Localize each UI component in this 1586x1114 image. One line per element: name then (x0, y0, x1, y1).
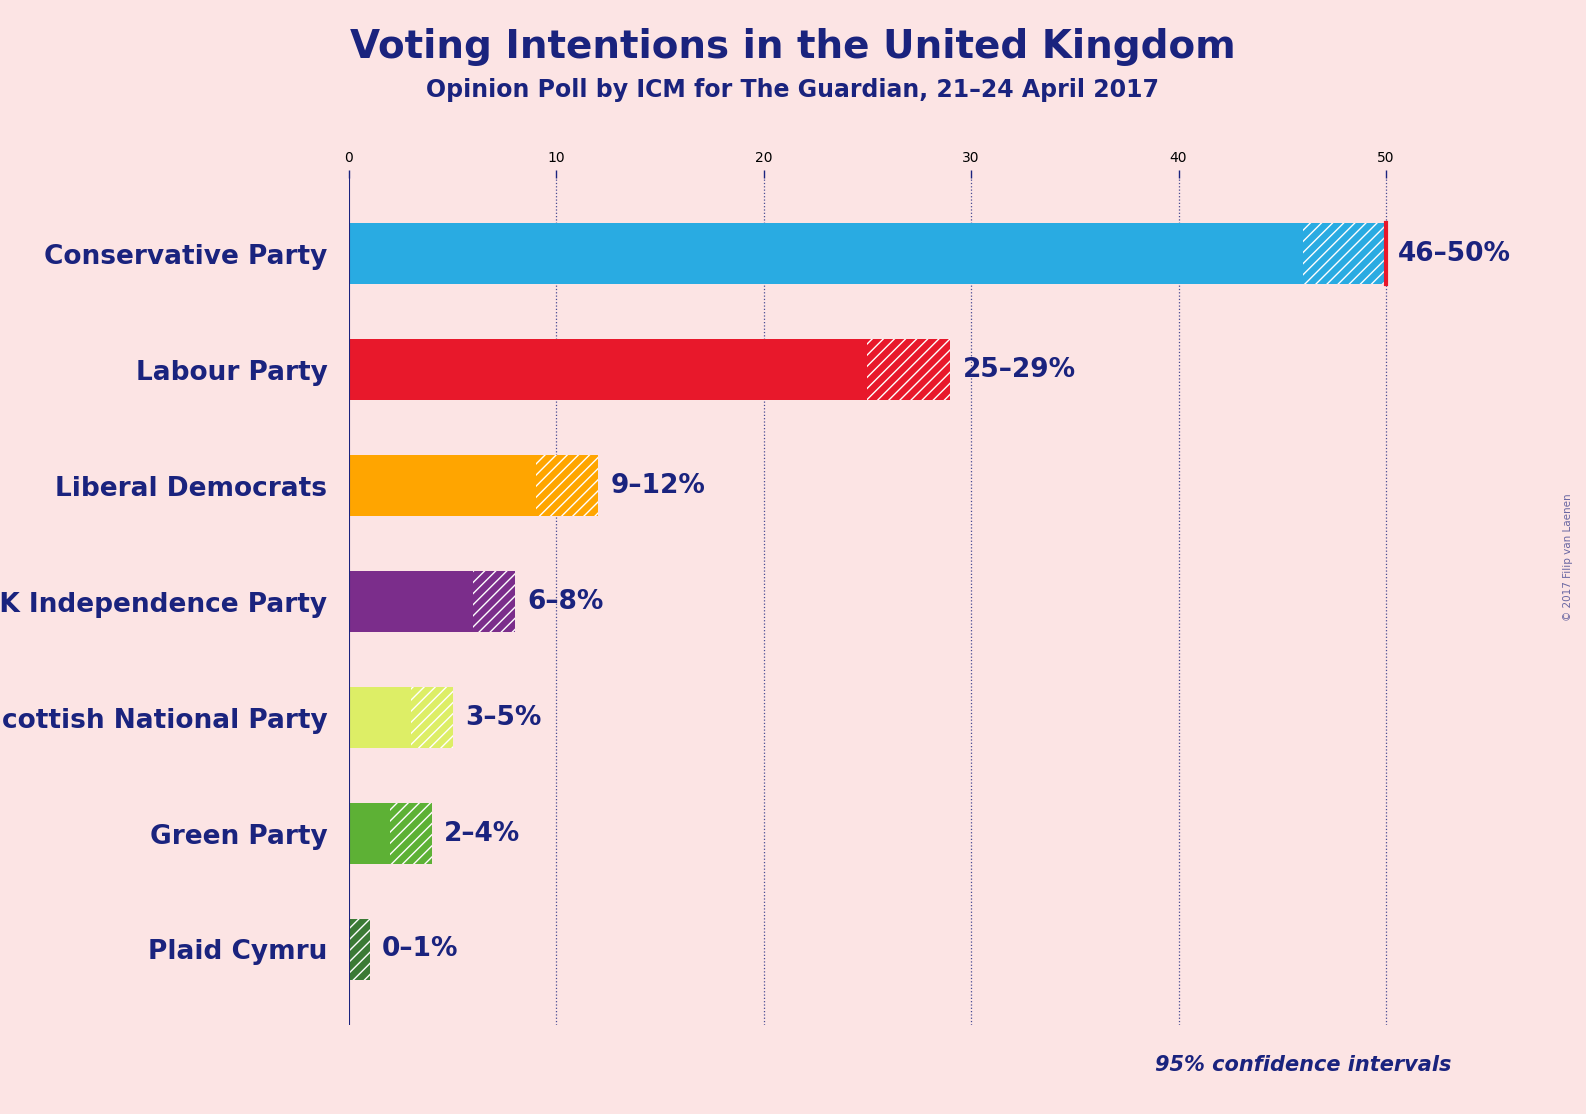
Bar (349, 919, 370, 979)
Bar (349, 340, 868, 400)
Bar (349, 803, 390, 863)
Text: 95% confidence intervals: 95% confidence intervals (1155, 1055, 1451, 1075)
Bar (411, 687, 452, 747)
Text: Opinion Poll by ICM for The Guardian, 21–24 April 2017: Opinion Poll by ICM for The Guardian, 21… (427, 78, 1159, 102)
Text: 9–12%: 9–12% (611, 472, 706, 499)
Text: © 2017 Filip van Laenen: © 2017 Filip van Laenen (1564, 494, 1573, 620)
Text: 0–1%: 0–1% (382, 937, 458, 962)
Bar (349, 224, 1304, 284)
Text: 3–5%: 3–5% (465, 704, 541, 731)
Text: Voting Intentions in the United Kingdom: Voting Intentions in the United Kingdom (351, 28, 1235, 66)
Text: 2–4%: 2–4% (444, 821, 520, 847)
Text: 46–50%: 46–50% (1399, 241, 1511, 266)
Bar (390, 803, 431, 863)
Bar (868, 340, 950, 400)
Bar (1304, 224, 1386, 284)
Text: 6–8%: 6–8% (527, 588, 604, 615)
Bar (349, 687, 411, 747)
Bar (349, 571, 473, 632)
Text: 25–29%: 25–29% (963, 356, 1075, 382)
Bar (536, 456, 598, 516)
Bar (349, 456, 536, 516)
Bar (473, 571, 515, 632)
